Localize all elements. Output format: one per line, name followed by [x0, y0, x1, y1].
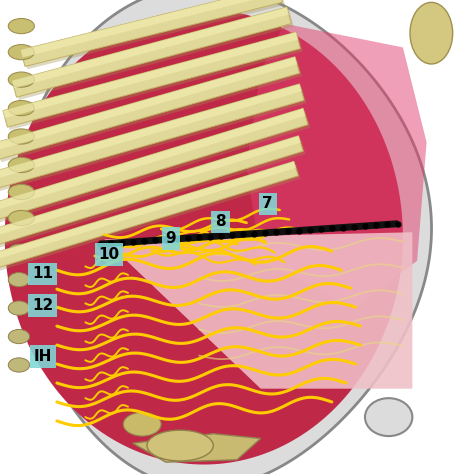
Ellipse shape [9, 273, 29, 287]
Ellipse shape [8, 72, 34, 87]
Polygon shape [0, 164, 301, 276]
Ellipse shape [365, 398, 412, 436]
Polygon shape [0, 138, 306, 251]
Ellipse shape [9, 329, 29, 344]
Polygon shape [5, 35, 303, 130]
Polygon shape [133, 434, 261, 462]
Ellipse shape [8, 129, 34, 144]
Ellipse shape [123, 412, 161, 436]
Ellipse shape [410, 2, 453, 64]
Polygon shape [5, 9, 403, 465]
Polygon shape [0, 60, 302, 162]
Ellipse shape [9, 358, 29, 372]
Text: 8: 8 [215, 214, 226, 229]
Polygon shape [21, 0, 280, 57]
Ellipse shape [8, 18, 34, 34]
Text: 10: 10 [99, 247, 119, 262]
Polygon shape [0, 111, 310, 225]
Polygon shape [0, 57, 297, 150]
Text: 11: 11 [32, 266, 53, 282]
Ellipse shape [8, 210, 34, 226]
Ellipse shape [9, 244, 29, 258]
Polygon shape [0, 84, 304, 189]
Ellipse shape [9, 301, 29, 315]
Polygon shape [21, 0, 283, 66]
Polygon shape [0, 136, 303, 248]
Text: 12: 12 [32, 298, 53, 313]
Text: 9: 9 [165, 231, 176, 246]
Ellipse shape [8, 157, 34, 173]
Polygon shape [23, 0, 285, 69]
Polygon shape [0, 161, 298, 273]
Polygon shape [0, 108, 305, 213]
Polygon shape [0, 87, 307, 192]
Ellipse shape [8, 184, 34, 200]
Polygon shape [246, 24, 427, 308]
Ellipse shape [147, 430, 213, 461]
Polygon shape [14, 0, 431, 474]
Text: IH: IH [34, 349, 52, 364]
Polygon shape [104, 232, 412, 389]
Polygon shape [3, 32, 301, 127]
Polygon shape [0, 57, 300, 159]
Ellipse shape [8, 45, 34, 60]
Polygon shape [12, 7, 291, 97]
Polygon shape [12, 7, 289, 88]
Polygon shape [0, 108, 308, 222]
Polygon shape [0, 84, 301, 180]
Polygon shape [3, 32, 298, 118]
Ellipse shape [8, 100, 34, 116]
Polygon shape [0, 161, 296, 265]
Text: 7: 7 [263, 196, 273, 211]
Polygon shape [15, 10, 293, 100]
Polygon shape [0, 136, 301, 240]
